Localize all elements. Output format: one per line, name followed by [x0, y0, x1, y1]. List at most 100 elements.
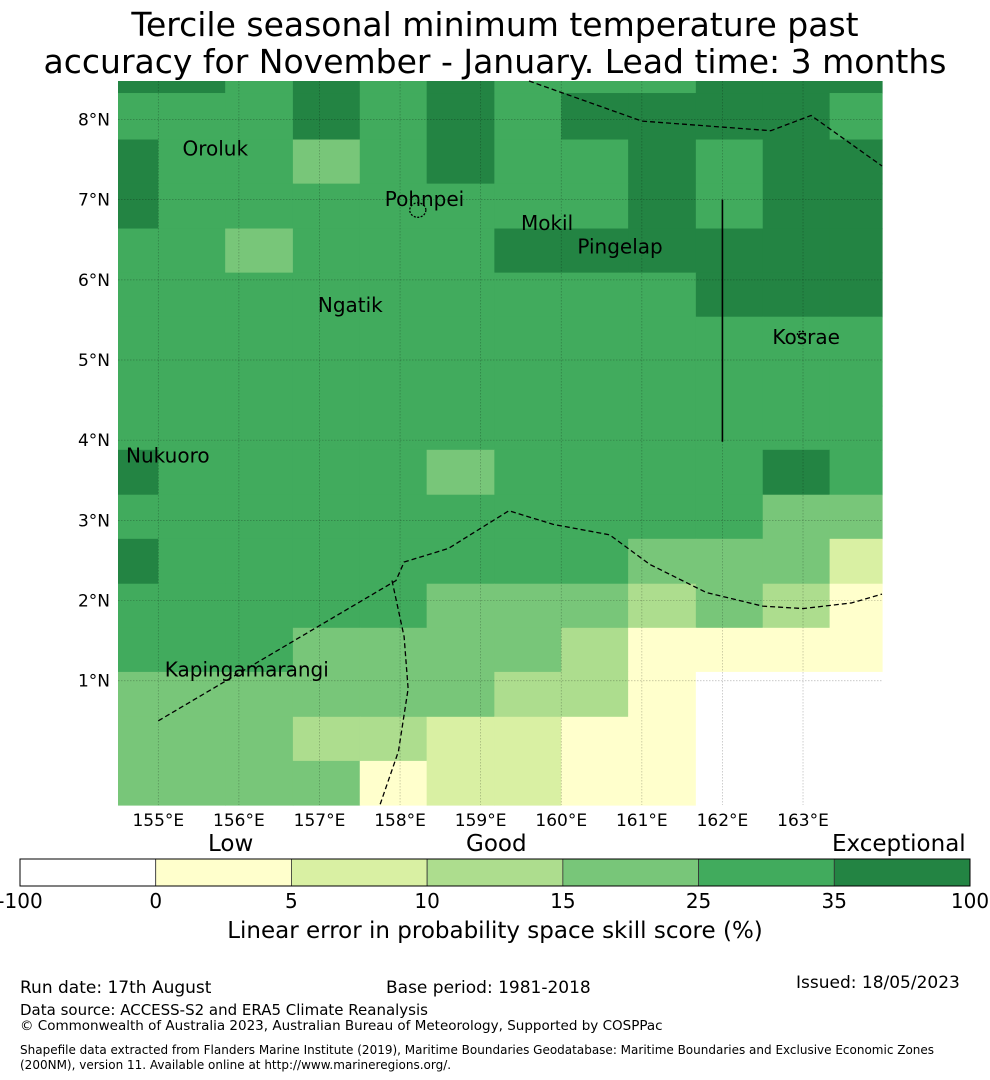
grid-cell: [225, 760, 294, 806]
grid-cell: [359, 405, 428, 451]
colorbar-tick-label: 15: [550, 889, 576, 913]
category-low: Low: [208, 831, 254, 857]
grid-cell: [158, 671, 226, 718]
grid-cell: [561, 627, 629, 673]
grid-cell: [695, 494, 764, 540]
grid-cell: [829, 139, 883, 185]
grid-cell: [118, 716, 159, 762]
colorbar-segment: [833, 858, 971, 887]
grid-cell: [829, 81, 883, 94]
grid-cell: [762, 139, 831, 185]
grid-cell: [561, 583, 629, 629]
grid-cell: [829, 760, 883, 806]
lat-tick-label: 1°N: [78, 672, 110, 692]
colorbar-tick-label: 0: [149, 889, 163, 913]
grid-cell: [494, 716, 562, 762]
grid-cell: [829, 316, 883, 363]
kosrae-island: [796, 330, 807, 339]
grid-cell: [118, 405, 159, 451]
eez-boundary-line: [157, 510, 883, 722]
grid-cell: [118, 316, 159, 363]
grid-cell: [426, 81, 495, 94]
grid-cell: [695, 81, 764, 94]
grid-cell: [829, 272, 883, 318]
place-label: Pingelap: [577, 234, 662, 258]
grid-cell: [426, 671, 495, 718]
grid-cell: [158, 449, 226, 496]
grid-cell: [359, 449, 428, 496]
grid-cell: [359, 760, 428, 806]
eez-boundary-line: [528, 80, 883, 167]
grid-cell: [628, 449, 697, 496]
grid-cell: [225, 139, 294, 185]
grid-cell: [762, 449, 831, 496]
grid-cell: [359, 272, 428, 318]
colorbar-frame: [19, 858, 971, 887]
grid-cell: [561, 93, 629, 141]
lon-tick-label: 160°E: [535, 811, 587, 830]
grid-cell: [628, 671, 697, 718]
grid-cell: [225, 716, 294, 762]
pohnpei-island: [409, 202, 427, 218]
grid-cell: [829, 183, 883, 230]
grid-cell: [561, 760, 629, 806]
grid-cell: [561, 228, 629, 274]
lat-tick-label: 6°N: [78, 271, 110, 291]
colorbar-tick-label: 100: [950, 889, 990, 913]
grid-cell: [158, 228, 226, 274]
grid-cell: [359, 716, 428, 762]
place-label: Pohnpei: [385, 187, 465, 211]
colorbar-label: Linear error in probability space skill …: [227, 918, 763, 944]
grid-cell: [359, 583, 428, 629]
grid-cell: [762, 627, 831, 673]
grid-cell: [292, 405, 361, 451]
colorbar-segment: [698, 858, 835, 887]
grid-cell: [494, 583, 562, 629]
grid-cell: [158, 627, 226, 673]
grid-cell: [158, 81, 226, 94]
grid-cell: [158, 538, 226, 585]
place-label: Kosrae: [772, 325, 840, 349]
grid-cell: [695, 228, 764, 274]
grid-cell: [292, 81, 361, 94]
grid-cell: [359, 139, 428, 185]
grid-cell: [762, 405, 831, 451]
grid-cell: [561, 81, 629, 94]
grid-cell: [359, 538, 428, 585]
data-source: Data source: ACCESS-S2 and ERA5 Climate …: [20, 1001, 428, 1019]
grid-cell: [426, 627, 495, 673]
grid-cell: [292, 361, 361, 407]
lon-tick-label: 157°E: [294, 811, 346, 830]
grid-cell: [561, 361, 629, 407]
grid-cell: [158, 316, 226, 363]
grid-cell: [695, 671, 764, 718]
grid-cell: [695, 627, 764, 673]
grid-cell: [695, 716, 764, 762]
skill-grid: [118, 81, 883, 806]
grid-cell: [762, 272, 831, 318]
grid-cell: [118, 183, 159, 230]
grid-cell: [695, 405, 764, 451]
place-label: Oroluk: [182, 137, 248, 161]
run-date: Run date: 17th August: [20, 978, 212, 998]
colorbar-tick-label: 35: [821, 889, 848, 913]
lat-tick-label: 4°N: [78, 431, 110, 451]
grid-cell: [359, 316, 428, 363]
grid-cell: [494, 139, 562, 185]
grid-cell: [426, 272, 495, 318]
grid-cell: [494, 228, 562, 274]
map-features: [409, 199, 807, 442]
grid-cell: [628, 93, 697, 141]
grid-cell: [628, 538, 697, 585]
issued-date: Issued: 18/05/2023: [796, 973, 960, 993]
grid-cell: [426, 361, 495, 407]
grid-cell: [695, 583, 764, 629]
grid-cell: [561, 183, 629, 230]
grid-cell: [628, 139, 697, 185]
grid-cell: [695, 316, 764, 363]
base-period: Base period: 1981-2018: [386, 978, 591, 998]
grid-cell: [561, 405, 629, 451]
grid-cell: [359, 627, 428, 673]
